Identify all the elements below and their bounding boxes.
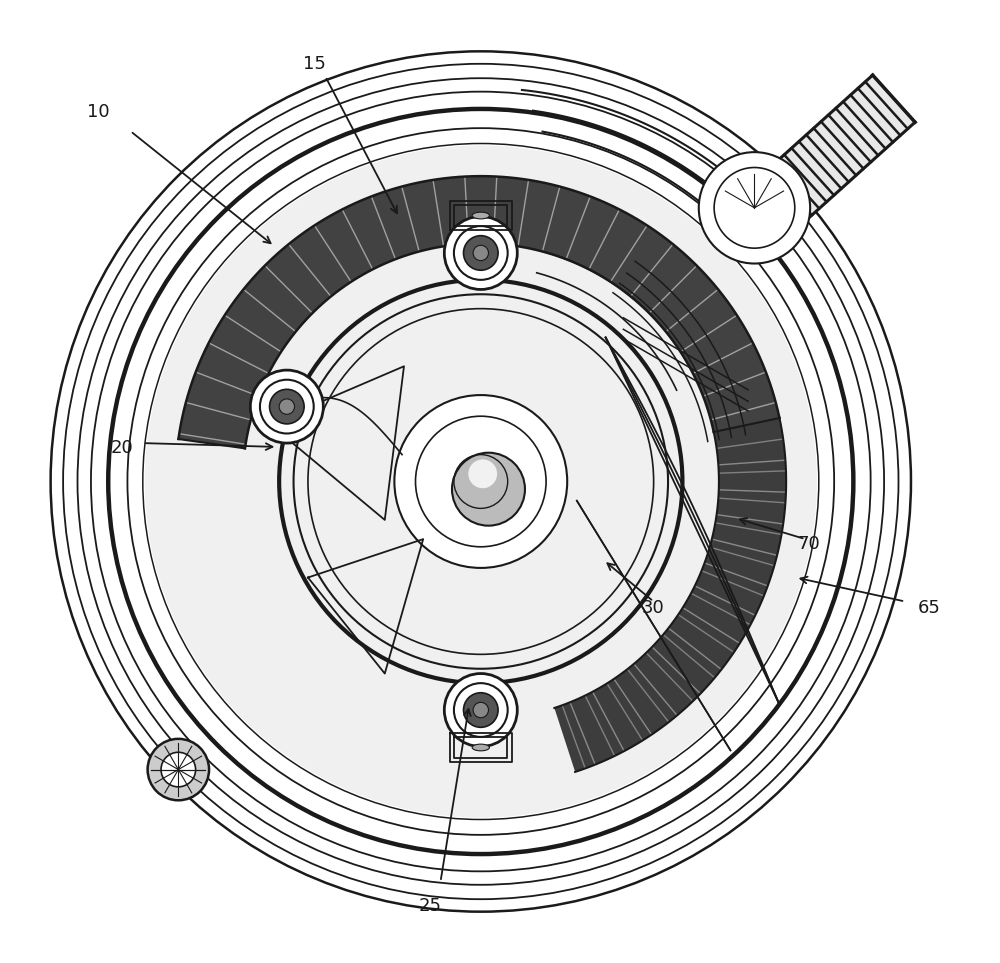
Circle shape: [452, 453, 525, 526]
Circle shape: [394, 395, 567, 568]
Circle shape: [161, 752, 196, 787]
Circle shape: [454, 683, 508, 737]
Text: 20: 20: [111, 439, 134, 456]
Circle shape: [444, 673, 517, 746]
Circle shape: [473, 246, 488, 261]
Text: 30: 30: [642, 599, 665, 617]
Ellipse shape: [472, 744, 489, 751]
Wedge shape: [178, 176, 779, 449]
Text: 65: 65: [918, 599, 941, 617]
Circle shape: [145, 145, 817, 818]
Text: 15: 15: [303, 55, 326, 73]
Circle shape: [473, 702, 488, 717]
Circle shape: [464, 236, 498, 271]
Circle shape: [250, 370, 323, 443]
Text: 25: 25: [418, 897, 441, 915]
Circle shape: [279, 399, 295, 414]
Circle shape: [699, 152, 810, 264]
Polygon shape: [762, 75, 915, 221]
Circle shape: [714, 168, 795, 248]
Circle shape: [416, 416, 546, 547]
Wedge shape: [554, 418, 786, 772]
Circle shape: [148, 739, 209, 800]
Circle shape: [260, 379, 314, 433]
Circle shape: [468, 459, 497, 488]
Circle shape: [444, 217, 517, 290]
Circle shape: [464, 692, 498, 727]
Text: 70: 70: [798, 534, 820, 553]
Circle shape: [444, 673, 517, 746]
Circle shape: [444, 217, 517, 290]
Circle shape: [270, 389, 304, 424]
Text: 10: 10: [87, 103, 110, 120]
Ellipse shape: [472, 212, 489, 219]
Circle shape: [454, 226, 508, 280]
Circle shape: [250, 370, 323, 443]
